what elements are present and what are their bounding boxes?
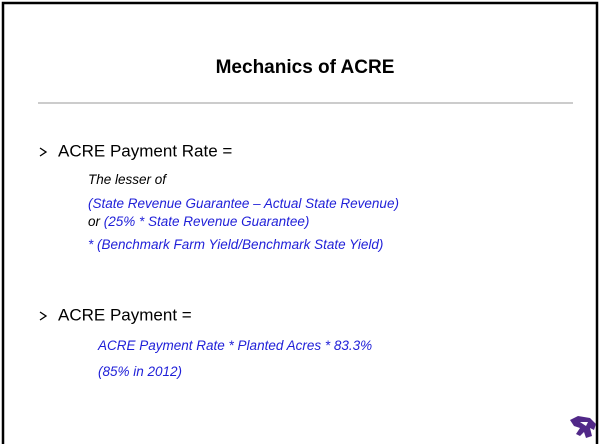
bullet-arrow xyxy=(39,311,48,321)
line-segment: * (Benchmark Farm Yield/Benchmark State … xyxy=(88,237,383,252)
slide-title: Mechanics of ACRE xyxy=(216,57,395,78)
bullet-label: ACRE Payment Rate = xyxy=(58,141,232,160)
logo xyxy=(570,416,596,438)
line-segment: (25% * State Revenue Guarantee) xyxy=(104,214,310,229)
sub-line: (State Revenue Guarantee – Actual State … xyxy=(88,196,399,211)
sub-line: * (Benchmark Farm Yield/Benchmark State … xyxy=(88,237,383,252)
sub-line: ACRE Payment Rate * Planted Acres * 83.3… xyxy=(97,338,372,353)
sub-line: or (25% * State Revenue Guarantee) xyxy=(88,214,309,229)
bullet-label: ACRE Payment = xyxy=(58,305,192,324)
line-segment: ACRE Payment Rate * Planted Acres * 83.3… xyxy=(97,338,372,353)
sub-line: (85% in 2012) xyxy=(98,364,182,379)
line-segment: (85% in 2012) xyxy=(98,364,182,379)
line-segment: (State Revenue Guarantee – Actual State … xyxy=(88,196,399,211)
line-segment: The lesser of xyxy=(88,172,167,187)
bullet-arrow xyxy=(39,147,48,157)
sub-line: The lesser of xyxy=(88,172,167,187)
line-segment: or xyxy=(88,214,104,229)
